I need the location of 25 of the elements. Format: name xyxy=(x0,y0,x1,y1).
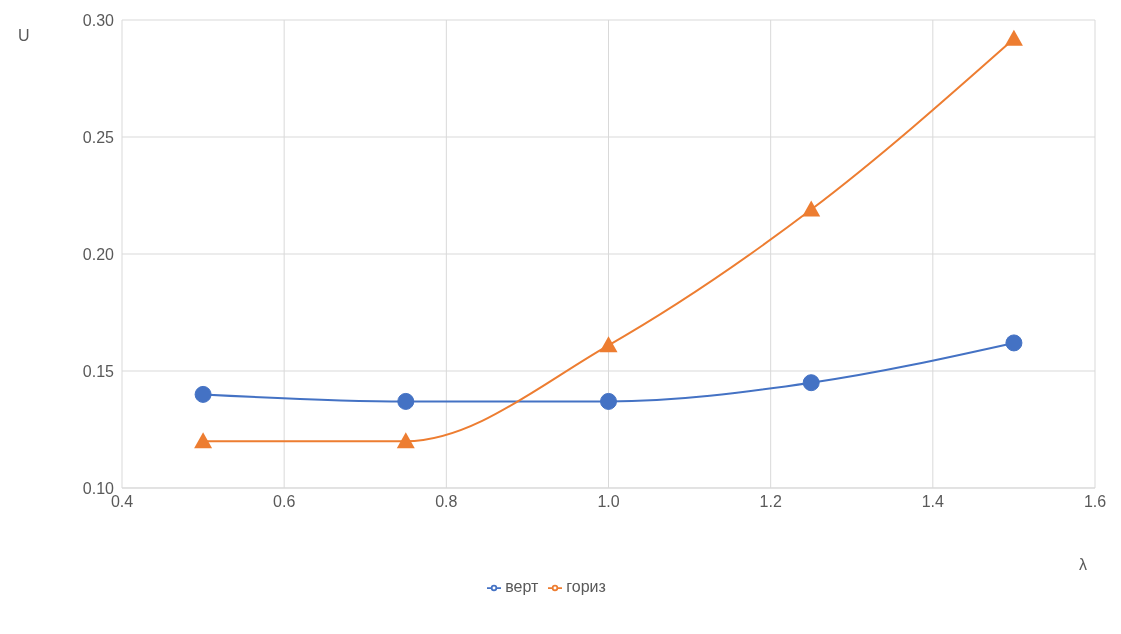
x-tick-label: 1.2 xyxy=(759,493,782,511)
point xyxy=(194,385,212,403)
x-tick-label: 1.4 xyxy=(921,493,945,511)
point xyxy=(802,200,821,217)
x-axis-title: λ xyxy=(1079,556,1087,573)
x-tick-label: 1.6 xyxy=(1083,493,1107,511)
x-tick-label: 0.6 xyxy=(273,493,296,511)
x-tick-label: 0.8 xyxy=(435,493,458,511)
point xyxy=(397,392,415,410)
x-tick-label: 1.0 xyxy=(597,493,620,511)
point xyxy=(194,432,213,449)
point xyxy=(1005,334,1023,352)
point xyxy=(599,336,618,353)
point xyxy=(802,374,820,392)
y-tick-label: 0.25 xyxy=(82,128,115,146)
point xyxy=(1004,29,1023,46)
point xyxy=(600,392,617,410)
x-tick-label: 0.4 xyxy=(110,493,134,511)
y-tick-label: 0.20 xyxy=(82,245,115,263)
legend-label: верт xyxy=(505,578,539,595)
point xyxy=(396,432,415,449)
y-tick-label: 0.30 xyxy=(82,11,115,29)
y-axis-title: U xyxy=(18,27,30,45)
legend-label: гориз xyxy=(566,578,606,595)
y-tick-label: 0.15 xyxy=(82,362,115,380)
